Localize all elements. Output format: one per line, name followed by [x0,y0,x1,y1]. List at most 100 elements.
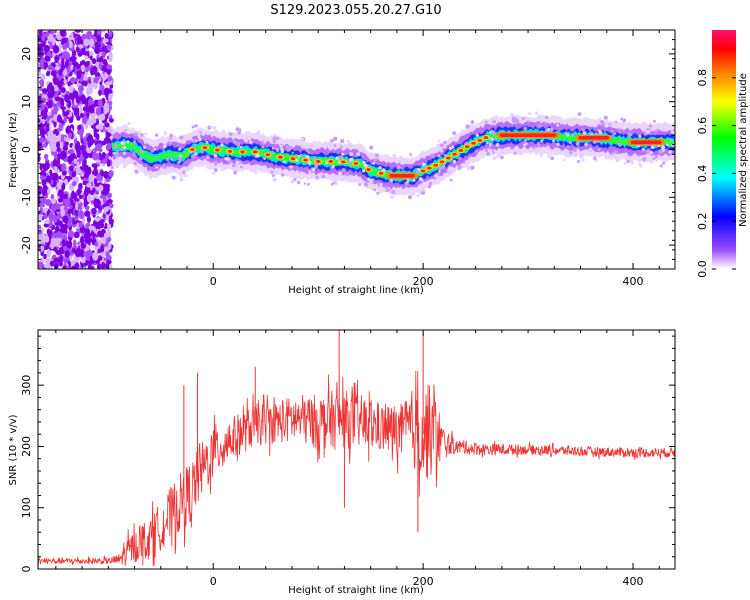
noise-speckle [92,187,96,193]
spectral-ridge [110,111,675,200]
noise-speckle [92,151,98,161]
ridge-speckle [486,141,489,145]
noise-speckle [65,126,72,134]
ridge-speckle [492,156,497,160]
noise-speckle [63,245,68,252]
ridge-speckle [263,157,266,160]
noise-speckle [49,260,55,267]
ridge-speckle [575,141,580,146]
ridge-speckle [271,150,275,154]
ridge-speckle [470,120,475,124]
ridge-speckle [568,154,572,158]
ridge-speckle [321,174,326,179]
ridge-speckle [581,158,585,162]
ridge-speckle [212,171,216,175]
ridge-peak [465,145,470,149]
ridge-speckle [568,141,572,145]
ridge-speckle [399,186,403,190]
ridge-peak [366,168,371,171]
noise-speckle [53,114,58,122]
ridge-speckle [377,181,380,185]
noise-speckle [38,30,43,37]
noise-speckle [101,97,106,104]
ridge-speckle [196,132,201,137]
ridge-speckle [373,158,378,162]
ridge-speckle [372,162,376,165]
ridge-speckle [536,142,541,147]
ridge-peak [446,156,451,160]
noise-speckle [44,153,48,161]
ridge-speckle [140,133,144,137]
ridge-speckle [133,161,137,166]
noise-speckle [108,30,113,38]
noise-speckle [59,30,66,37]
noise-speckle [52,214,58,223]
ridge-speckle [374,153,379,158]
noise-speckle [73,231,80,239]
ridge-speckle [363,163,368,168]
ridge-speckle [356,152,361,157]
ridge-speckle [613,132,617,136]
ridge-speckle [191,125,195,129]
ridge-peak [315,160,321,163]
y-tick-label: 100 [20,497,33,518]
noise-speckle [89,55,93,60]
noise-speckle [93,177,98,186]
ridge-speckle [178,147,182,151]
spectrogram-ticks: 0 200 400 -20 -10 0 10 20 [20,29,675,288]
ridge-speckle [604,120,608,124]
ridge-speckle [328,174,331,177]
ridge-speckle [563,158,566,162]
noise-speckle [80,64,86,73]
noise-speckle [95,124,102,130]
ridge-speckle [666,123,670,127]
noise-speckle [108,169,114,178]
ridge-speckle [198,137,202,142]
noise-speckle [69,165,74,172]
ridge-speckle [134,169,139,174]
noise-speckle [58,123,64,129]
ridge-speckle [172,167,177,173]
noise-speckle [50,193,55,200]
ridge-speckle [407,160,411,164]
ridge-speckle [598,117,602,120]
noise-speckle [62,265,67,269]
ridge-peak [578,136,610,140]
noise-speckle [69,204,73,210]
ridge-speckle [233,140,237,144]
y-tick-label: -10 [20,188,33,206]
noise-speckle [45,71,51,77]
noise-speckle [71,181,77,187]
noise-speckle [62,43,68,50]
noise-speckle [87,237,93,243]
ridge-speckle [182,170,186,174]
ridge-speckle [528,112,532,116]
ridge-speckle [626,159,630,163]
ridge-speckle [310,145,314,148]
ridge-speckle [443,141,447,145]
ridge-speckle [169,137,172,140]
ridge-speckle [363,182,369,187]
noise-speckle [39,78,45,88]
ridge-speckle [468,157,472,160]
ridge-speckle [347,161,351,165]
ridge-speckle [501,151,506,155]
ridge-speckle [280,173,285,177]
noise-speckle [108,93,113,102]
ridge-speckle [655,155,659,158]
ridge-speckle [390,179,394,183]
noise-speckle [39,44,43,53]
ridge-speckle [546,145,550,149]
noise-speckle [106,223,112,229]
noise-speckle [70,95,75,101]
noise-speckle [56,147,61,152]
ridge-speckle [170,157,173,161]
noise-speckle [50,70,57,77]
ridge-speckle [449,178,453,182]
noise-speckle [59,180,63,186]
noise-speckle [39,175,46,181]
ridge-speckle [289,165,293,169]
noise-speckle [84,169,89,175]
x-tick-label: 0 [210,575,217,588]
